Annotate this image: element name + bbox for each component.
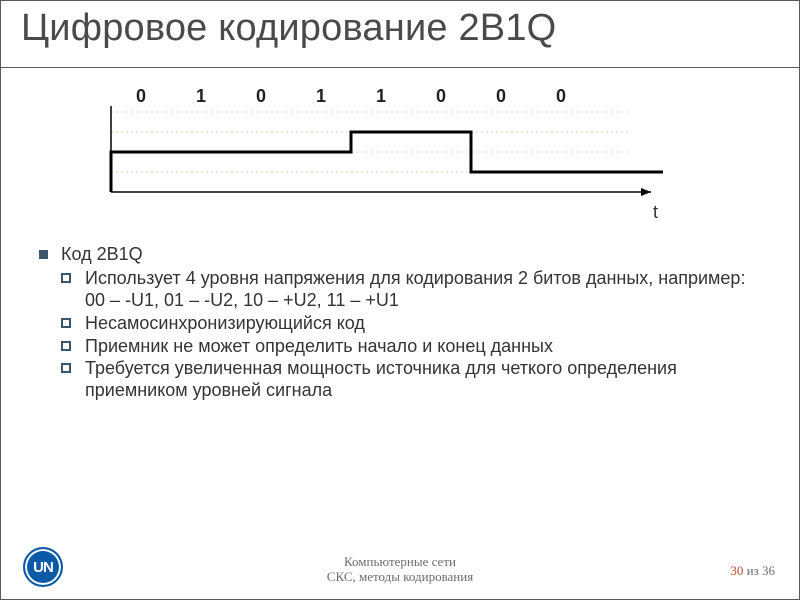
svg-text:0: 0 — [136, 86, 146, 106]
slide: Цифровое кодирование 2B1Q t 0 1 0 1 1 0 0 0 Код … — [0, 0, 800, 600]
footer: UN Компьютерные сети СКС, методы кодиров… — [1, 549, 799, 589]
page-total: 36 — [762, 563, 775, 578]
svg-text:1: 1 — [376, 86, 386, 106]
page-number: 30 из 36 — [730, 563, 775, 579]
page-sep: из — [743, 563, 762, 578]
page-title: Цифровое кодирование 2B1Q — [21, 7, 779, 51]
sub-item: Несамосинхронизирующийся код — [61, 313, 761, 335]
sub-list: Использует 4 уровня напряжения для кодир… — [61, 268, 761, 403]
svg-text:1: 1 — [196, 86, 206, 106]
sub-item: Требуется увеличенная мощность источника… — [61, 358, 761, 402]
svg-text:t: t — [653, 202, 658, 222]
sub-item: Приемник не может определить начало и ко… — [61, 336, 761, 358]
page-current: 30 — [730, 563, 743, 578]
footer-line1: Компьютерные сети — [1, 555, 799, 570]
footer-text: Компьютерные сети СКС, методы кодировани… — [1, 555, 799, 585]
svg-text:0: 0 — [256, 86, 266, 106]
svg-text:1: 1 — [316, 86, 326, 106]
content: t 0 1 0 1 1 0 0 0 Код 2B1Q Использует 4 уровня н… — [1, 68, 799, 403]
bullet-label: Код 2B1Q — [61, 244, 143, 264]
footer-line2: СКС, методы кодирования — [1, 570, 799, 585]
bullet-list: Код 2B1Q Использует 4 уровня напряжения … — [39, 244, 761, 403]
sub-item: Использует 4 уровня напряжения для кодир… — [61, 268, 761, 312]
svg-text:0: 0 — [556, 86, 566, 106]
svg-text:0: 0 — [496, 86, 506, 106]
signal-chart: t 0 1 0 1 1 0 0 0 — [71, 82, 691, 232]
list-item: Код 2B1Q Использует 4 уровня напряжения … — [39, 244, 761, 403]
svg-text:0: 0 — [436, 86, 446, 106]
title-band: Цифровое кодирование 2B1Q — [1, 1, 799, 68]
